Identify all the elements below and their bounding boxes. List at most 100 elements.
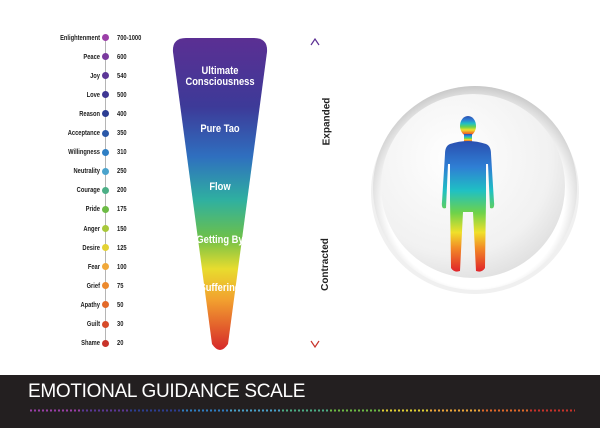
footer-dot	[46, 409, 48, 412]
footer-dot	[358, 409, 360, 412]
footer-dot	[366, 409, 368, 412]
scale-row-value: 150	[117, 223, 127, 233]
footer-dot	[450, 409, 452, 412]
footer-dot	[486, 409, 488, 412]
footer-dot	[410, 409, 412, 412]
footer-dot	[106, 409, 108, 412]
footer-dot	[202, 409, 204, 412]
footer-dot	[342, 409, 344, 412]
human-silhouette-icon	[441, 116, 495, 272]
figure-disc	[371, 86, 579, 294]
scale-row-label: Shame	[81, 338, 100, 348]
footer-dot	[442, 409, 444, 412]
footer-dot	[506, 409, 508, 412]
scale-row-value: 350	[117, 128, 127, 137]
scale-row-value: 175	[117, 204, 127, 214]
scale-row-dot	[101, 129, 109, 137]
scale-row-label: Peace	[83, 51, 100, 61]
scale-row-dot	[101, 263, 109, 271]
footer-dot	[438, 409, 440, 412]
footer-dot	[70, 409, 72, 412]
footer-banner	[0, 375, 600, 428]
footer-dot	[474, 409, 476, 412]
scale-row-dot	[101, 301, 109, 309]
footer-dot	[462, 409, 464, 412]
footer-dot	[278, 409, 280, 412]
footer-dot	[154, 409, 156, 412]
footer-dot	[554, 409, 556, 412]
scale-row-label: Fear	[87, 261, 100, 271]
footer-dot	[322, 409, 324, 412]
scale-row-dot	[101, 320, 109, 328]
footer-dot	[134, 409, 136, 412]
scale-row: Enlightenment 700-1000	[0, 30, 160, 46]
footer-dot	[238, 409, 240, 412]
scale-row-label: Apathy	[80, 299, 101, 309]
footer-dot	[346, 409, 348, 412]
scale-row-value: 30	[117, 319, 124, 328]
scale-row: Apathy 50	[0, 297, 160, 313]
footer-dot	[174, 409, 176, 412]
scale-row: Love 500	[0, 87, 160, 103]
footer-dot	[30, 409, 32, 412]
footer-dot	[54, 409, 56, 412]
footer-dot	[122, 409, 124, 412]
scale-row-label: Courage	[76, 185, 100, 195]
footer-dot	[310, 409, 312, 412]
footer-dot	[42, 409, 44, 412]
footer-dot	[222, 409, 224, 412]
scale-row-dot	[101, 167, 109, 175]
footer-dot	[190, 409, 192, 412]
scale-row-dot	[101, 34, 109, 41]
footer-dot	[150, 409, 152, 412]
footer-dot	[290, 409, 292, 412]
footer-dot	[138, 409, 140, 412]
funnel-label-ultimate-consciousness: Ultimate Consciousness	[185, 65, 255, 88]
footer-dot	[242, 409, 244, 412]
footer-dot	[158, 409, 160, 412]
footer-dot	[38, 409, 40, 412]
footer-dot	[402, 409, 404, 412]
scale-row-dot	[101, 205, 109, 213]
scale-row: Acceptance 350	[0, 125, 160, 141]
funnel-label-flow: Flow	[209, 181, 231, 193]
scale-row-value: 100	[117, 261, 127, 271]
footer-dot	[542, 409, 544, 412]
footer-dot	[526, 409, 528, 412]
footer-dot	[390, 409, 392, 412]
footer-dot	[182, 409, 184, 412]
footer-dot	[414, 409, 416, 412]
scale-row-label: Willingness	[68, 147, 100, 157]
footer-title: EMOTIONAL GUIDANCE SCALE	[28, 381, 306, 402]
footer-dot	[498, 409, 500, 412]
scale-row-value: 500	[117, 89, 127, 99]
scale-row-dot	[101, 186, 109, 194]
footer-dot	[330, 409, 332, 412]
footer-dot	[534, 409, 536, 412]
footer-dot	[398, 409, 400, 412]
footer-dot	[378, 409, 380, 412]
footer-dot	[306, 409, 308, 412]
scale-row-label: Desire	[82, 242, 100, 252]
footer-dot	[566, 409, 568, 412]
footer-dot	[262, 409, 264, 412]
footer-dot	[258, 409, 260, 412]
footer-dot	[482, 409, 484, 412]
footer-dot	[170, 409, 172, 412]
footer-dot	[198, 409, 200, 412]
scale-row-label: Grief	[86, 280, 100, 290]
footer-dot	[570, 409, 572, 412]
footer-dot	[466, 409, 468, 412]
funnel-label-suffering: Suffering	[199, 282, 241, 294]
scale-row: Reason 400	[0, 106, 160, 122]
footer-dot	[142, 409, 144, 412]
footer-dot	[490, 409, 492, 412]
footer-dot	[62, 409, 64, 412]
axis-label-expanded: Expanded	[321, 97, 333, 146]
footer-dot	[422, 409, 424, 412]
scale-row: Anger 150	[0, 221, 160, 237]
footer-dot	[298, 409, 300, 412]
footer-dotted-rainbow-line	[30, 409, 575, 412]
scale-row-dot	[101, 244, 109, 252]
scale-row-label: Acceptance	[67, 128, 100, 137]
